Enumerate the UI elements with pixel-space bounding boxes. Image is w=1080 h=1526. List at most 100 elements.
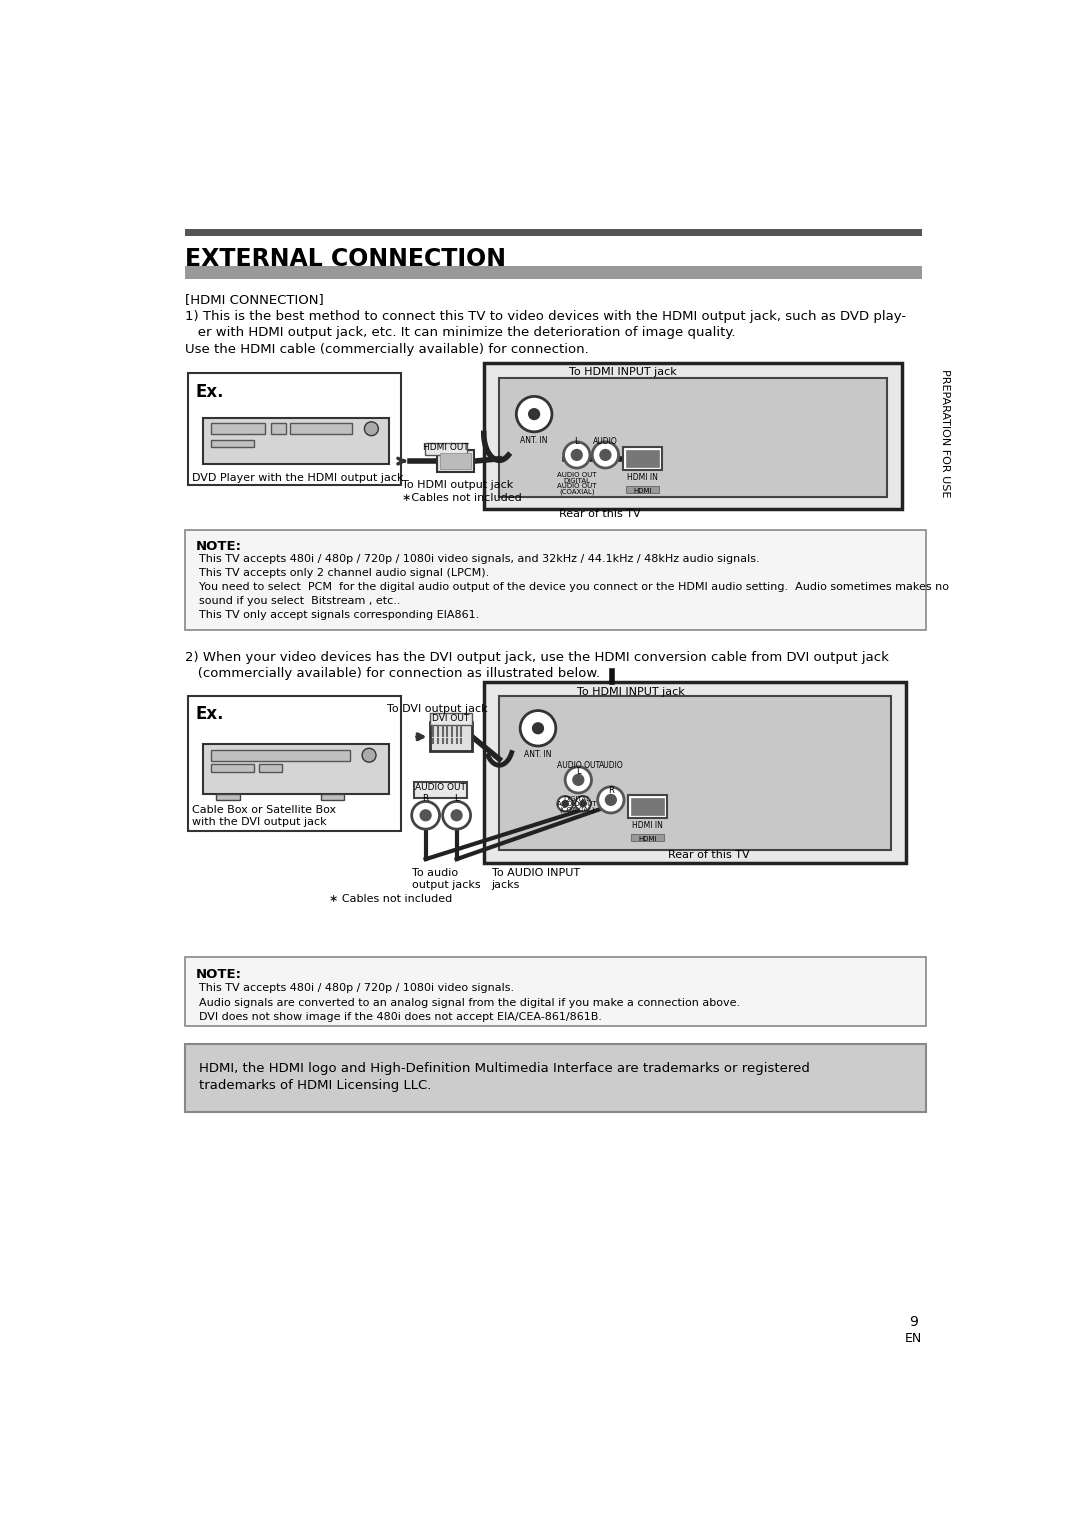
Bar	[321, 794, 345, 800]
Bar	[186, 530, 926, 630]
Text: DIGITAL: DIGITAL	[564, 797, 591, 803]
Text: L: L	[454, 794, 459, 803]
Text: HDMI IN: HDMI IN	[632, 821, 663, 830]
Text: HDMI, the HDMI logo and High-Definition Multimedia Interface are trademarks or r: HDMI, the HDMI logo and High-Definition …	[199, 1062, 809, 1076]
Text: AUDIO OUT: AUDIO OUT	[415, 783, 465, 792]
Circle shape	[564, 443, 590, 468]
Circle shape	[364, 421, 378, 436]
Text: This TV accepts only 2 channel audio signal (LPCM).: This TV accepts only 2 channel audio sig…	[199, 568, 489, 578]
Text: To AUDIO INPUT: To AUDIO INPUT	[491, 868, 580, 879]
Text: AUDIO OUT: AUDIO OUT	[556, 761, 599, 771]
Text: This TV accepts 480i / 480p / 720p / 1080i video signals, and 32kHz / 44.1kHz / : This TV accepts 480i / 480p / 720p / 108…	[199, 554, 759, 565]
Text: HDMI: HDMI	[633, 488, 652, 494]
Circle shape	[521, 711, 556, 746]
Text: 9: 9	[909, 1315, 918, 1329]
Circle shape	[571, 450, 582, 461]
Bar	[626, 450, 659, 467]
Circle shape	[565, 766, 592, 794]
Bar	[211, 765, 254, 772]
Text: DVD Player with the HDMI output jack: DVD Player with the HDMI output jack	[191, 473, 403, 484]
Text: L: L	[576, 766, 581, 775]
Circle shape	[451, 810, 462, 821]
Text: trademarks of HDMI Licensing LLC.: trademarks of HDMI Licensing LLC.	[199, 1079, 431, 1091]
Text: AUDIO: AUDIO	[593, 438, 618, 446]
Circle shape	[600, 450, 611, 461]
Text: L: L	[575, 438, 579, 446]
Text: er with HDMI output jack, etc. It can minimize the deterioration of image qualit: er with HDMI output jack, etc. It can mi…	[186, 325, 735, 339]
Text: You need to select  PCM  for the digital audio output of the device you connect : You need to select PCM for the digital a…	[199, 581, 948, 592]
Bar	[440, 453, 471, 468]
Bar	[259, 765, 282, 772]
Text: ∗ Cables not included: ∗ Cables not included	[328, 894, 453, 903]
Text: DVI OUT: DVI OUT	[432, 714, 469, 723]
Bar	[186, 1044, 926, 1112]
Circle shape	[362, 748, 376, 761]
Text: R: R	[608, 786, 613, 795]
Bar	[424, 443, 468, 455]
Bar	[437, 450, 474, 472]
Bar	[499, 378, 887, 497]
Bar	[484, 682, 906, 864]
Text: ANT. IN: ANT. IN	[524, 749, 552, 758]
Circle shape	[606, 795, 617, 806]
Text: HDMI IN: HDMI IN	[627, 473, 658, 482]
Circle shape	[580, 801, 586, 807]
Bar	[631, 833, 663, 841]
Text: (COAXIAL): (COAXIAL)	[559, 488, 595, 496]
Text: Rear of this TV: Rear of this TV	[559, 508, 640, 519]
Text: DIGITAL: DIGITAL	[564, 478, 591, 484]
Circle shape	[557, 797, 572, 812]
Bar	[499, 696, 891, 850]
Text: R: R	[422, 794, 429, 803]
Bar	[626, 485, 659, 493]
Text: Audio signals are converted to an analog signal from the digital if you make a c: Audio signals are converted to an analog…	[199, 998, 740, 1007]
Bar	[203, 418, 389, 464]
Bar	[186, 229, 921, 237]
Bar	[188, 696, 401, 830]
Bar	[271, 423, 286, 433]
Bar	[203, 743, 389, 794]
Text: NOTE:: NOTE:	[195, 967, 242, 981]
Text: HDMI: HDMI	[638, 836, 657, 842]
Text: To HDMI output jack: To HDMI output jack	[403, 479, 514, 490]
Bar	[414, 783, 467, 798]
Text: Ex.: Ex.	[195, 705, 224, 723]
Text: ANT. IN: ANT. IN	[521, 436, 548, 444]
Circle shape	[516, 397, 552, 432]
Text: To HDMI INPUT jack: To HDMI INPUT jack	[577, 687, 685, 697]
Text: EXTERNAL CONNECTION: EXTERNAL CONNECTION	[186, 247, 507, 272]
Circle shape	[529, 409, 540, 420]
Circle shape	[420, 810, 431, 821]
Text: Ex.: Ex.	[195, 383, 224, 401]
Text: ∗Cables not included: ∗Cables not included	[403, 493, 522, 504]
Bar	[291, 423, 352, 433]
Text: with the DVI output jack: with the DVI output jack	[191, 816, 326, 827]
Text: AUDIO OUT: AUDIO OUT	[557, 484, 596, 490]
Text: 1) This is the best method to connect this TV to video devices with the HDMI out: 1) This is the best method to connect th…	[186, 310, 906, 324]
Text: DVI does not show image if the 480i does not accept EIA/CEA-861/861B.: DVI does not show image if the 480i does…	[199, 1012, 602, 1022]
Text: To DVI output jack: To DVI output jack	[387, 703, 487, 714]
Text: sound if you select  Bitstream , etc..: sound if you select Bitstream , etc..	[199, 595, 400, 606]
Text: jacks: jacks	[491, 881, 519, 890]
Text: This TV only accept signals corresponding EIA861.: This TV only accept signals correspondin…	[199, 610, 478, 620]
Text: NOTE:: NOTE:	[195, 540, 242, 554]
Text: [HDMI CONNECTION]: [HDMI CONNECTION]	[186, 293, 324, 307]
Bar	[211, 423, 266, 433]
Text: 2) When your video devices has the DVI output jack, use the HDMI conversion cabl: 2) When your video devices has the DVI o…	[186, 652, 889, 664]
Text: To HDMI INPUT jack: To HDMI INPUT jack	[569, 368, 677, 377]
Bar	[430, 713, 472, 725]
Text: Rear of this TV: Rear of this TV	[667, 850, 750, 861]
Circle shape	[532, 723, 543, 734]
Bar	[186, 266, 921, 279]
Bar	[211, 749, 350, 760]
Bar	[430, 722, 472, 751]
Text: AUDIO OUT: AUDIO OUT	[557, 472, 596, 478]
Bar	[627, 795, 666, 818]
Circle shape	[443, 801, 471, 829]
Text: (COAXIAL): (COAXIAL)	[559, 807, 595, 813]
Text: PREPARATION FOR USE: PREPARATION FOR USE	[940, 369, 950, 497]
Circle shape	[562, 801, 568, 807]
Text: To audio: To audio	[413, 868, 459, 879]
Text: This TV accepts 480i / 480p / 720p / 1080i video signals.: This TV accepts 480i / 480p / 720p / 108…	[199, 983, 514, 993]
Text: (commercially available) for connection as illustrated below.: (commercially available) for connection …	[186, 667, 600, 681]
